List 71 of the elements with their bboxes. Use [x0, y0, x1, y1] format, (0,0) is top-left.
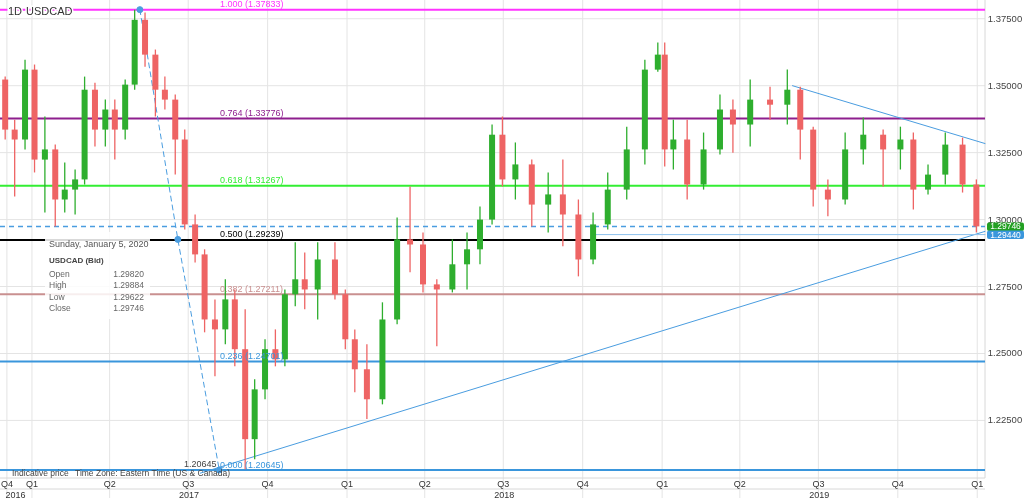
ref-line-label: 0.500 (1.29239): [220, 229, 284, 240]
annotation: Time Zone: Eastern Time (US & Canada): [75, 468, 231, 478]
x-tick-label: Q2: [103, 479, 116, 489]
x2-tick-label: 2016: [5, 490, 26, 500]
x-tick-label: Q2: [733, 479, 746, 489]
candlestick: [111, 98, 118, 161]
candlestick: [897, 126, 904, 171]
ref-line-label: 0.764 (1.33776): [220, 107, 284, 118]
ref-line-label: 0.618 (1.31267): [220, 175, 284, 186]
annotation: USDCAD (Bid): [49, 256, 104, 265]
candlestick: [292, 241, 299, 307]
x2-tick-label: 2017: [179, 490, 200, 500]
candlestick: [767, 86, 774, 121]
candlestick: [102, 98, 109, 148]
annotation: 1.29440: [990, 229, 1022, 240]
x2-tick-label: 2018: [494, 490, 515, 500]
x-tick-label: Q1: [656, 479, 669, 489]
x2-tick-label: 2019: [809, 490, 830, 500]
annotation: Low: [49, 291, 66, 302]
x-tick-label: Q3: [497, 479, 510, 489]
ref-line-label: 1.000 (1.37833): [220, 0, 284, 10]
point: [174, 235, 182, 243]
candlestick: [161, 75, 168, 111]
candlestick: [559, 158, 566, 248]
x-tick-label: Q4: [261, 479, 274, 489]
x-tick-label: Q3: [182, 479, 195, 489]
annotation: Open: [49, 269, 71, 279]
candlestick: [407, 185, 414, 273]
point: [136, 6, 144, 14]
annotation: 1.29746: [113, 302, 145, 313]
y-tick-label: 1.25000: [987, 347, 1023, 359]
y-tick-label: 1.22500: [987, 414, 1023, 426]
candlestick: [784, 68, 791, 126]
annotation: 1.20645: [183, 459, 217, 470]
candlestick: [880, 128, 887, 188]
candlestick: [512, 141, 519, 201]
candlestick: [670, 119, 677, 171]
x-tick-label: Q2: [418, 479, 431, 489]
x-tick-label: Q1: [341, 479, 354, 489]
y-tick-label: 1.37500: [987, 12, 1023, 24]
annotation: Indicative price: [12, 468, 69, 478]
candlestick: [72, 168, 79, 216]
annotation: 1.29746: [990, 221, 1022, 232]
candlestick: [11, 119, 18, 198]
annotation: High: [49, 280, 67, 291]
x-tick-label: Q4: [576, 479, 589, 489]
annotation: 1.29884: [113, 280, 145, 291]
y-tick-label: 1.35000: [987, 79, 1023, 91]
candlestick: [41, 115, 48, 214]
annotation: Sunday, January 5, 2020: [49, 239, 149, 249]
y-tick-label: 1.32500: [987, 146, 1023, 158]
candlestick: [61, 161, 68, 214]
x-tick-label: Q4: [0, 479, 13, 489]
candlestick: [729, 98, 736, 154]
candlestick: [654, 41, 661, 73]
candlestick: [464, 231, 471, 291]
annotation: Close: [49, 302, 71, 313]
candlestick: [860, 116, 867, 166]
x-tick-label: Q3: [812, 479, 825, 489]
candlestick: [433, 278, 440, 347]
annotation: 1.29820: [113, 269, 145, 279]
x-tick-label: Q4: [891, 479, 904, 489]
candlestick: [824, 178, 831, 218]
candlestick: [545, 171, 552, 234]
candlestick: [301, 251, 308, 310]
x-tick-label: Q1: [25, 479, 38, 489]
x-tick-label: Q1: [971, 479, 984, 489]
annotation: 1.29622: [113, 291, 145, 302]
y-tick-label: 1.27500: [987, 280, 1023, 292]
candlestick: [925, 163, 932, 196]
candlestick: [211, 298, 218, 377]
